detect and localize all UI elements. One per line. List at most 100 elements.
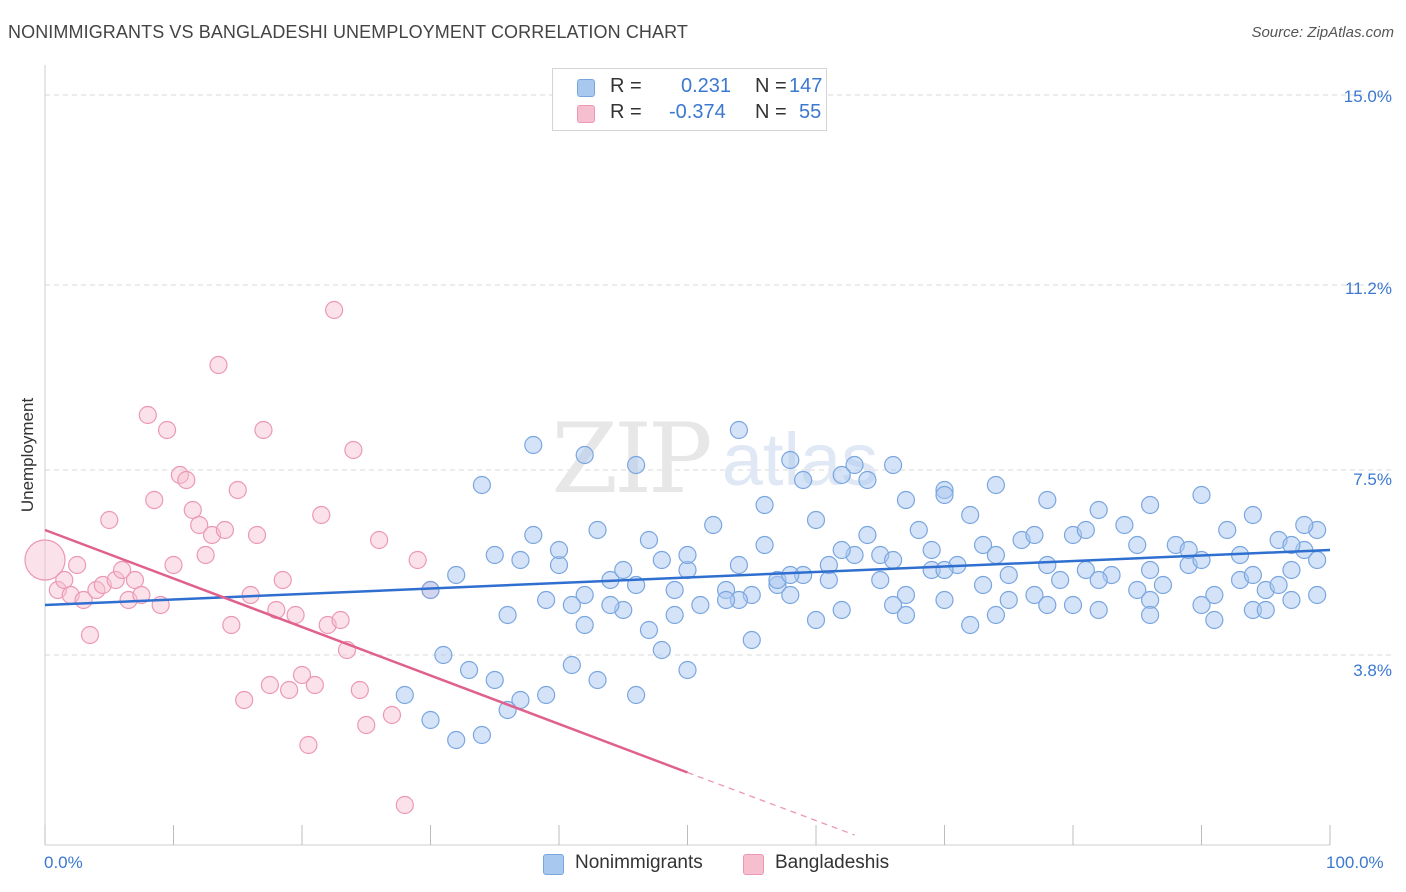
nonimmigrants-point [986, 545, 1006, 565]
nonimmigrants-point [652, 550, 671, 570]
source-label: Source: ZipAtlas.com [1251, 24, 1394, 41]
nonimmigrants-point [562, 655, 581, 675]
bangladeshis-trend-extension [687, 771, 855, 836]
bangladeshis-point [382, 705, 402, 725]
y-tick-label: 15.0% [1343, 87, 1392, 106]
nonimmigrants-point [1089, 570, 1108, 590]
bangladeshis-point [357, 715, 376, 735]
nonimmigrants-point [961, 505, 980, 525]
nonimmigrants-point [524, 525, 543, 545]
bangladeshis-point [183, 500, 202, 520]
r-label: R = [610, 75, 642, 97]
nonimmigrants-point [1038, 490, 1057, 510]
nonimmigrants-point [819, 555, 838, 575]
nonimmigrants-point [1243, 565, 1263, 585]
nonimmigrants-point [626, 455, 646, 475]
bangladeshis-point [325, 300, 344, 320]
nonimmigrants-point [472, 725, 491, 745]
y-tick-label: 7.5% [1353, 470, 1392, 489]
nonimmigrants-point [1243, 505, 1263, 525]
nonimmigrants-point [639, 530, 659, 550]
nonimmigrants-point [1089, 600, 1108, 620]
bangladeshis-point [344, 440, 363, 460]
bangladeshis-point [292, 665, 312, 685]
axes [44, 65, 1331, 846]
legend-label: Bangladeshis [775, 852, 890, 873]
nonimmigrants-point [716, 590, 736, 610]
x-tick-min: 0.0% [44, 853, 83, 872]
nonimmigrants-point [575, 585, 594, 605]
nonimmigrants-point [549, 540, 569, 560]
pink-swatch [743, 854, 764, 875]
nonimmigrants-point [704, 515, 723, 535]
nonimmigrants-point [1140, 605, 1160, 625]
nonimmigrants-point [781, 585, 800, 605]
bangladeshis-point [305, 675, 324, 695]
bangladeshis-point [247, 525, 267, 545]
bangladeshis-point [125, 570, 145, 590]
nonimmigrants-point [973, 535, 993, 555]
trend-lines [44, 528, 1331, 836]
bangladeshis-point [312, 505, 331, 525]
bangladeshis-point [190, 515, 209, 535]
nonimmigrants-point [1256, 600, 1275, 620]
x-tick-max: 100.0% [1326, 853, 1384, 872]
nonimmigrants-point [1153, 575, 1173, 595]
nonimmigrants-point [806, 510, 826, 530]
nonimmigrants-point [537, 685, 556, 705]
nonimmigrants-point [1128, 535, 1147, 555]
bangladeshis-point [196, 545, 215, 565]
bangladeshis-point [222, 615, 241, 635]
nonimmigrants-point [1128, 580, 1147, 600]
nonimmigrants-point [1140, 495, 1160, 515]
nonimmigrants-point [755, 495, 774, 515]
nonimmigrants-point [678, 545, 697, 565]
nonimmigrants-points [395, 420, 1327, 750]
nonimmigrants-point [883, 455, 903, 475]
bangladeshis-point [260, 675, 279, 695]
nonimmigrants-point [961, 615, 980, 635]
blue-swatch [577, 79, 595, 97]
nonimmigrants-point [935, 560, 954, 580]
bangladeshis-point [408, 550, 427, 570]
nonimmigrants-point [986, 605, 1006, 625]
bangladeshis-point [254, 420, 273, 440]
bangladeshis-point [273, 570, 292, 590]
legend-label: Nonimmigrants [575, 852, 703, 873]
n-value: 55 [799, 101, 822, 123]
nonimmigrants-point [755, 535, 774, 555]
nonimmigrants-point [575, 615, 594, 635]
nonimmigrants-point [1282, 535, 1301, 555]
bangladeshis-point [100, 510, 119, 530]
nonimmigrants-point [447, 565, 466, 585]
nonimmigrants-point [447, 730, 466, 750]
nonimmigrants-point [781, 450, 800, 470]
nonimmigrants-point [1115, 515, 1134, 535]
bangladeshis-point [145, 490, 164, 510]
n-label: N = [755, 101, 787, 123]
bangladeshis-point [286, 605, 305, 625]
nonimmigrants-point [1025, 585, 1044, 605]
nonimmigrants-point [562, 595, 581, 615]
bangladeshis-point [80, 625, 100, 645]
nonimmigrants-point [652, 640, 671, 660]
bangladeshis-point [350, 680, 369, 700]
y-tick-label: 11.2% [1345, 279, 1392, 298]
nonimmigrants-point [1269, 575, 1288, 595]
nonimmigrants-point [1192, 485, 1211, 505]
nonimmigrants-trend-line [44, 548, 1331, 607]
bangladeshis-point [299, 735, 318, 755]
bangladeshis-point [228, 480, 247, 500]
nonimmigrants-point [498, 605, 517, 625]
nonimmigrants-point [511, 550, 530, 570]
bangladeshis-point [209, 355, 228, 375]
nonimmigrants-point [395, 685, 414, 705]
nonimmigrants-point [806, 610, 826, 630]
nonimmigrants-point [588, 520, 607, 540]
nonimmigrants-point [665, 580, 684, 600]
nonimmigrants-point [472, 475, 491, 495]
nonimmigrants-point [922, 540, 941, 560]
nonimmigrants-point [524, 435, 543, 455]
nonimmigrants-point [601, 595, 620, 615]
